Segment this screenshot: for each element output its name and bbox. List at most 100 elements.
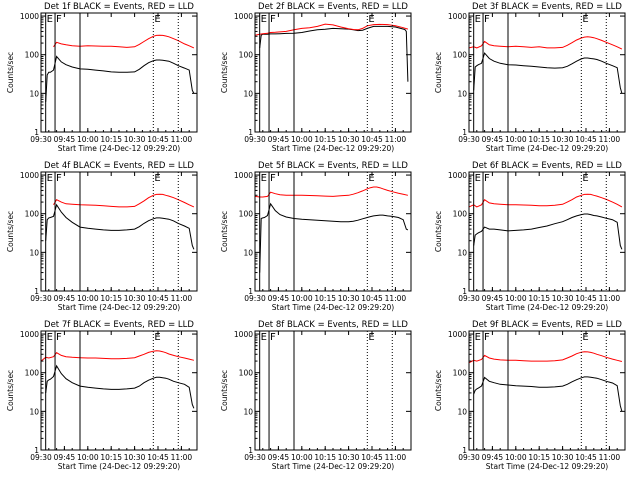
- x-tick-label: 10:45: [147, 453, 169, 462]
- panel-title: Det 1f BLACK = Events, RED = LLD: [44, 2, 194, 12]
- panel-title: Det 4f BLACK = Events, RED = LLD: [44, 161, 194, 171]
- x-tick-label: 10:45: [575, 453, 597, 462]
- interval-marker-label: E: [154, 173, 160, 184]
- x-tick-label: 10:15: [528, 135, 550, 144]
- x-tick-label: 09:30: [458, 453, 480, 462]
- x-tick-label: 10:15: [528, 294, 550, 303]
- x-tick-label: 11:00: [171, 453, 193, 462]
- x-tick-label: 10:00: [505, 453, 527, 462]
- y-tick-label: 1: [462, 128, 467, 137]
- events-series-line: [45, 203, 195, 250]
- y-tick-label: 100: [453, 369, 468, 378]
- x-tick-label: 10:30: [552, 453, 574, 462]
- y-tick-label: 100: [453, 210, 468, 219]
- y-axis-label: Counts/sec: [434, 52, 443, 93]
- y-tick-label: 1: [34, 287, 39, 296]
- interval-marker-label: F: [270, 173, 276, 184]
- y-axis-label: Counts/sec: [6, 211, 15, 252]
- panel-title: Det 5f BLACK = Events, RED = LLD: [258, 161, 408, 171]
- interval-marker-label: E: [261, 14, 267, 25]
- x-tick-label: 10:45: [575, 294, 597, 303]
- x-tick-label: 11:00: [599, 294, 621, 303]
- x-axis-label: Start Time (24-Dec-12 09:29:20): [272, 462, 394, 471]
- interval-marker-label: E: [261, 332, 267, 343]
- x-tick-label: 10:45: [147, 135, 169, 144]
- interval-marker-label: E: [368, 332, 374, 343]
- plot-frame: [468, 12, 626, 133]
- x-tick-label: 10:00: [505, 294, 527, 303]
- events-series-line: [45, 55, 195, 102]
- y-tick-label: 10: [457, 407, 467, 416]
- y-tick-label: 100: [453, 51, 468, 60]
- interval-marker-label: E: [475, 332, 481, 343]
- y-tick-label: 1000: [448, 330, 467, 339]
- x-axis-label: Start Time (24-Dec-12 09:29:20): [58, 462, 180, 471]
- interval-marker-label: F: [56, 14, 62, 25]
- events-series-line: [45, 364, 195, 409]
- x-tick-label: 10:30: [338, 135, 360, 144]
- interval-marker-label: F: [484, 173, 490, 184]
- interval-marker-label: E: [582, 332, 588, 343]
- y-axis-label: Counts/sec: [6, 370, 15, 411]
- y-tick-label: 10: [243, 407, 253, 416]
- y-tick-label: 1: [462, 287, 467, 296]
- y-tick-label: 1000: [20, 330, 39, 339]
- y-axis-label: Counts/sec: [220, 211, 229, 252]
- x-tick-label: 10:45: [361, 294, 383, 303]
- events-series-line: [473, 52, 623, 94]
- x-tick-label: 10:30: [124, 453, 146, 462]
- lld-series-line: [468, 351, 623, 364]
- x-tick-label: 11:00: [385, 135, 407, 144]
- x-tick-label: 11:00: [171, 294, 193, 303]
- panel-title: Det 6f BLACK = Events, RED = LLD: [472, 161, 622, 171]
- interval-marker-label: E: [368, 173, 374, 184]
- interval-marker-label: E: [582, 14, 588, 25]
- x-tick-label: 10:15: [314, 135, 336, 144]
- x-tick-label: 09:45: [268, 453, 290, 462]
- y-tick-label: 1: [248, 128, 253, 137]
- x-tick-label: 10:30: [552, 135, 574, 144]
- y-tick-label: 100: [239, 210, 254, 219]
- x-axis-label: Start Time (24-Dec-12 09:29:20): [486, 462, 608, 471]
- x-tick-label: 09:45: [268, 294, 290, 303]
- x-tick-label: 10:30: [552, 294, 574, 303]
- y-tick-label: 1: [248, 287, 253, 296]
- x-tick-label: 10:00: [77, 294, 99, 303]
- y-tick-label: 1000: [20, 12, 39, 21]
- y-tick-label: 100: [239, 369, 254, 378]
- y-tick-label: 1: [248, 446, 253, 455]
- panel-title: Det 9f BLACK = Events, RED = LLD: [472, 320, 622, 330]
- lld-series-line: [53, 34, 195, 49]
- y-tick-label: 10: [243, 248, 253, 257]
- x-tick-label: 10:00: [291, 453, 313, 462]
- x-tick-label: 10:00: [291, 294, 313, 303]
- lld-series-line: [254, 23, 409, 36]
- x-tick-label: 09:45: [268, 135, 290, 144]
- x-tick-label: 10:00: [291, 135, 313, 144]
- x-tick-label: 11:00: [599, 453, 621, 462]
- events-series-line: [259, 25, 409, 82]
- plot-frame: [254, 171, 412, 292]
- x-tick-label: 10:15: [314, 294, 336, 303]
- events-series-line: [259, 202, 409, 273]
- x-tick-label: 10:15: [100, 453, 122, 462]
- interval-marker-label: E: [154, 14, 160, 25]
- x-tick-label: 09:45: [482, 453, 504, 462]
- plot-frame: [40, 171, 198, 292]
- y-axis-label: Counts/sec: [434, 370, 443, 411]
- plot-frame: [254, 12, 412, 133]
- y-axis-label: Counts/sec: [220, 52, 229, 93]
- x-tick-label: 09:30: [458, 294, 480, 303]
- x-tick-label: 09:30: [30, 294, 52, 303]
- y-tick-label: 1: [462, 446, 467, 455]
- x-tick-label: 10:15: [314, 453, 336, 462]
- y-tick-label: 100: [25, 210, 40, 219]
- y-tick-label: 1000: [20, 171, 39, 180]
- y-tick-label: 1000: [448, 12, 467, 21]
- x-axis-label: Start Time (24-Dec-12 09:29:20): [58, 144, 180, 153]
- plot-frame: [40, 330, 198, 451]
